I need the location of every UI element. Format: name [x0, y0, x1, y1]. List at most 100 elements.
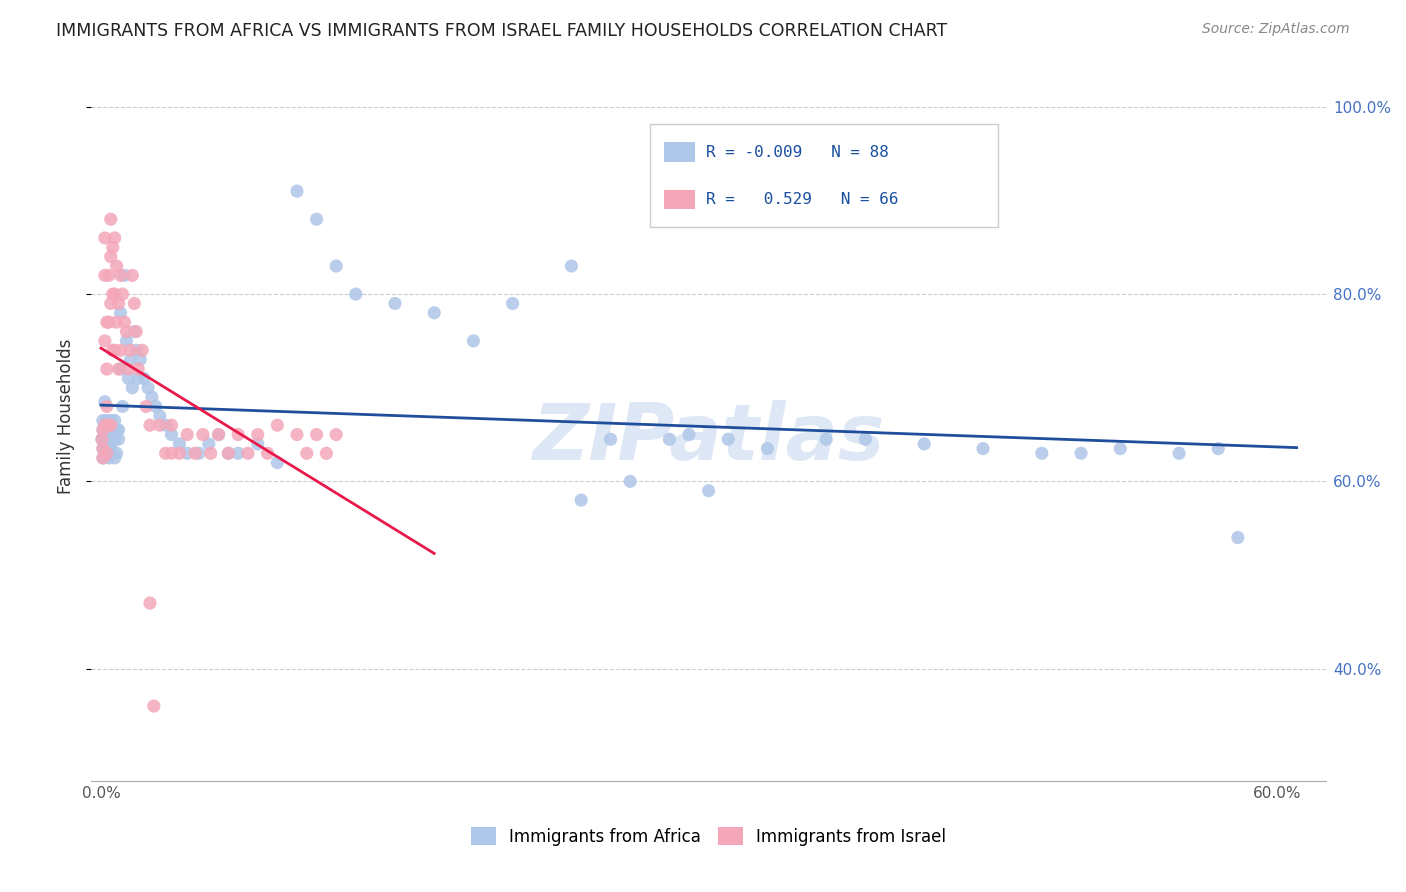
Point — [100, 437, 122, 451]
Point — [127, 371, 149, 385]
Point — [135, 400, 157, 414]
Point — [160, 418, 183, 433]
Point — [125, 343, 148, 358]
Point — [104, 231, 127, 245]
Point — [619, 475, 641, 489]
Point — [91, 442, 114, 456]
Point — [1168, 446, 1191, 460]
Point — [100, 418, 122, 433]
Point — [105, 315, 128, 329]
Point — [129, 352, 152, 367]
Point — [100, 442, 122, 456]
Point — [423, 306, 446, 320]
Point — [96, 446, 118, 460]
Point — [463, 334, 485, 348]
Point — [1109, 442, 1132, 456]
Point — [127, 362, 149, 376]
Point — [100, 250, 122, 264]
Point — [107, 423, 129, 437]
Point — [285, 184, 308, 198]
Point — [191, 427, 214, 442]
Point — [100, 413, 122, 427]
Point — [266, 418, 288, 433]
Point — [100, 212, 122, 227]
Point — [1070, 446, 1092, 460]
Point — [97, 423, 120, 437]
Point — [107, 432, 129, 446]
Point — [176, 427, 198, 442]
Point — [197, 437, 219, 451]
Point — [104, 413, 127, 427]
Point — [139, 418, 162, 433]
Point — [815, 432, 838, 446]
Point — [104, 450, 127, 465]
Point — [91, 432, 114, 446]
Point — [256, 446, 278, 460]
Point — [325, 259, 347, 273]
Point — [184, 446, 207, 460]
Point — [91, 442, 114, 456]
Point — [121, 381, 143, 395]
Point — [226, 427, 249, 442]
Point — [678, 427, 700, 442]
Point — [131, 343, 153, 358]
Point — [315, 446, 337, 460]
Point — [246, 437, 269, 451]
Point — [855, 432, 877, 446]
Text: R =   0.529   N = 66: R = 0.529 N = 66 — [706, 192, 898, 207]
Point — [107, 296, 129, 310]
Point — [344, 287, 367, 301]
Point — [305, 212, 328, 227]
Point — [96, 400, 118, 414]
Point — [136, 381, 159, 395]
Point — [599, 432, 621, 446]
Point — [246, 427, 269, 442]
Point — [114, 268, 136, 283]
Point — [142, 699, 165, 714]
Point — [97, 432, 120, 446]
Point — [756, 442, 779, 456]
Point — [101, 432, 124, 446]
Point — [384, 296, 406, 310]
Point — [105, 423, 128, 437]
Point — [149, 418, 172, 433]
Point — [226, 446, 249, 460]
Point — [91, 423, 114, 437]
Point — [141, 390, 163, 404]
Point — [110, 343, 132, 358]
Point — [94, 268, 117, 283]
Point — [96, 315, 118, 329]
Point — [90, 432, 112, 446]
Text: R = -0.009   N = 88: R = -0.009 N = 88 — [706, 145, 889, 160]
Point — [145, 400, 167, 414]
Point — [155, 418, 177, 433]
Point — [217, 446, 239, 460]
Point — [111, 287, 134, 301]
Text: ZIPatlas: ZIPatlas — [533, 400, 884, 475]
Legend: Immigrants from Africa, Immigrants from Israel: Immigrants from Africa, Immigrants from … — [471, 828, 946, 846]
Point — [96, 413, 118, 427]
Point — [117, 362, 139, 376]
Point — [124, 296, 146, 310]
Point — [104, 343, 127, 358]
Point — [105, 259, 128, 273]
Point — [96, 423, 118, 437]
Point — [569, 493, 592, 508]
Point — [1226, 531, 1249, 545]
Point — [94, 394, 117, 409]
Point — [1206, 442, 1229, 456]
Point — [160, 427, 183, 442]
Point — [169, 437, 191, 451]
Point — [96, 362, 118, 376]
Point — [115, 325, 138, 339]
Point — [101, 240, 124, 254]
Point — [149, 409, 172, 423]
Point — [912, 437, 935, 451]
Point — [120, 343, 142, 358]
Point — [97, 418, 120, 433]
Y-axis label: Family Households: Family Households — [58, 338, 75, 493]
Point — [97, 315, 120, 329]
Point — [207, 427, 229, 442]
Text: Source: ZipAtlas.com: Source: ZipAtlas.com — [1202, 22, 1350, 37]
Point — [117, 371, 139, 385]
